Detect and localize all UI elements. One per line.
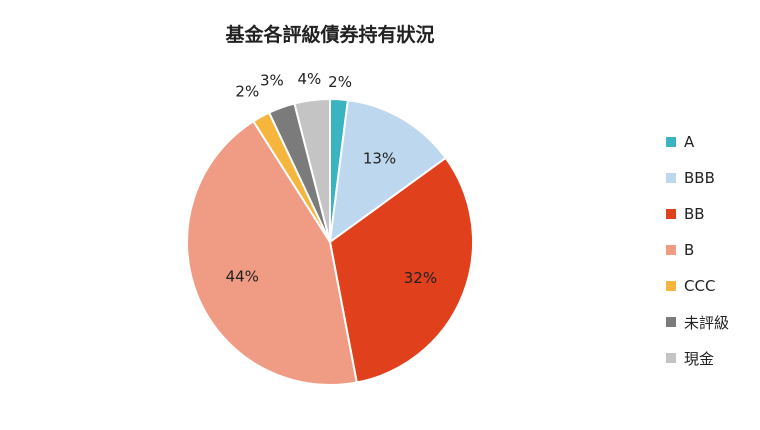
- legend-swatch-0: [666, 137, 676, 147]
- legend-label-3: B: [684, 241, 695, 259]
- legend-item-6: 現金: [666, 340, 729, 376]
- legend-label-0: A: [684, 133, 695, 151]
- legend-swatch-6: [666, 353, 676, 363]
- data-label-6: 4%: [297, 70, 321, 88]
- data-label-2: 32%: [404, 269, 437, 287]
- legend-swatch-5: [666, 317, 676, 327]
- pie-chart: 2%13%32%44%2%3% 4%: [186, 70, 474, 386]
- chart-title: 基金各評級債券持有狀況: [225, 24, 435, 46]
- legend-item-3: B: [666, 232, 729, 268]
- chart-legend: A BBB BB B CCC 未評級 現金: [666, 124, 729, 376]
- data-label-3: 44%: [226, 268, 259, 286]
- pie-slice-3: [186, 119, 358, 386]
- legend-label-1: BBB: [684, 169, 715, 187]
- data-label-4: 2%: [235, 83, 259, 101]
- legend-item-0: A: [666, 124, 729, 160]
- data-label-0: 2%: [328, 73, 352, 91]
- legend-label-6: 現金: [684, 349, 715, 368]
- data-label-5: 3%: [260, 72, 284, 90]
- pie-slice-1: [328, 99, 448, 245]
- legend-label-5: 未評級: [684, 313, 730, 332]
- legend-swatch-3: [666, 245, 676, 255]
- legend-item-4: CCC: [666, 268, 729, 304]
- legend-swatch-1: [666, 173, 676, 183]
- pie-slice-6: [293, 97, 331, 243]
- legend-item-2: BB: [666, 196, 729, 232]
- legend-label-4: CCC: [684, 277, 716, 295]
- data-label-1: 13%: [363, 149, 396, 167]
- legend-item-5: 未評級: [666, 304, 729, 340]
- legend-item-1: BBB: [666, 160, 729, 196]
- pie-slice-2: [328, 156, 474, 384]
- legend-label-2: BB: [684, 205, 705, 223]
- legend-swatch-2: [666, 209, 676, 219]
- legend-swatch-4: [666, 281, 676, 291]
